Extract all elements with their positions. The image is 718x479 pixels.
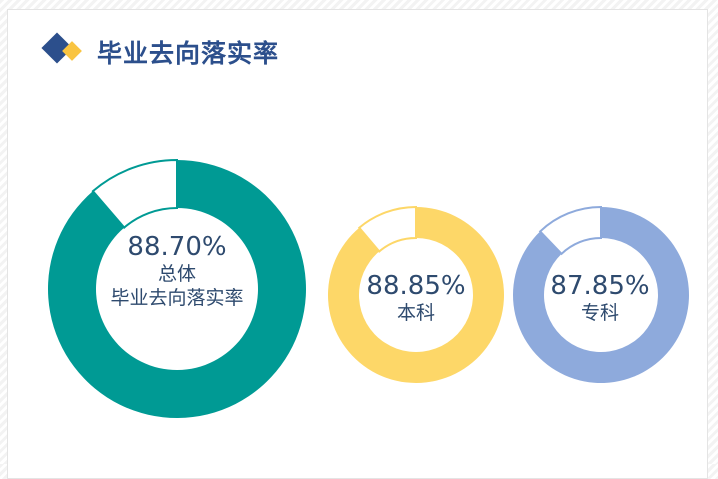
page-title: 毕业去向落实率 — [97, 39, 280, 68]
diamond-logo-icon — [41, 32, 82, 64]
donut-slice-value — [513, 206, 689, 383]
donut-slice-remainder — [357, 205, 417, 253]
donut-caption: 总体 — [157, 263, 197, 285]
donut-label-undergrad: 88.85% 本科 — [366, 271, 465, 325]
donut-value: 87.85% — [550, 271, 650, 301]
donut-caption: 专科 — [580, 302, 620, 324]
donut-slice-value — [328, 207, 504, 383]
donut-label-overall: 88.70% 总体 毕业去向落实率 — [110, 232, 243, 310]
donut-caption: 本科 — [396, 302, 436, 324]
donut-charts — [48, 158, 689, 418]
donut-slice-remainder — [538, 205, 602, 256]
donut-slice-value — [48, 160, 307, 418]
donut-label-college: 87.85% 专科 — [550, 271, 649, 325]
donut-slice-remainder — [91, 158, 178, 229]
donut-value: 88.70% — [127, 232, 227, 262]
donut-value: 88.85% — [366, 271, 466, 301]
donut-caption: 毕业去向落实率 — [110, 287, 244, 309]
